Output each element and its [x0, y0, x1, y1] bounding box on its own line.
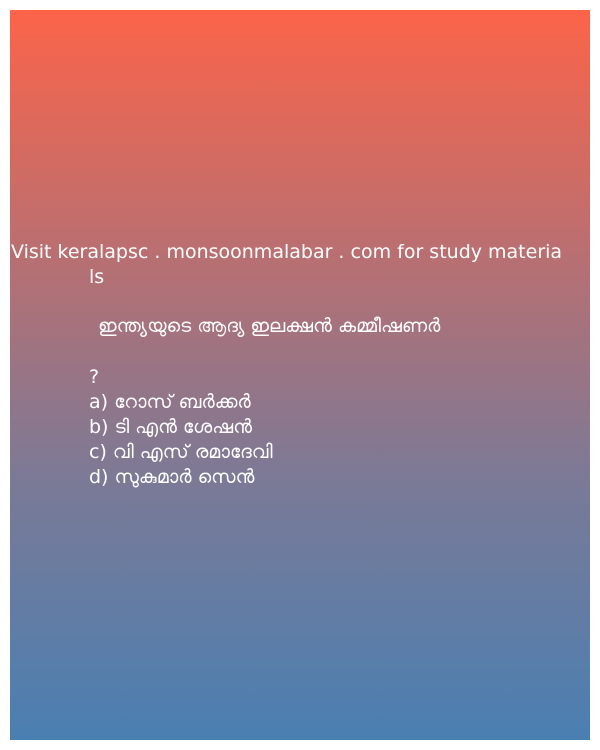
option-d: d) സുകുമാർ സെൻ	[89, 466, 255, 488]
promo-text-continuation: ls	[89, 266, 105, 288]
option-c: c) വി എസ് രമാദേവി	[89, 441, 273, 463]
option-a: a) റോസ് ബർക്കർ	[89, 391, 251, 413]
question-mark: ?	[89, 366, 100, 388]
option-b: b) ടി എൻ ശേഷൻ	[89, 416, 252, 438]
answer-options: a) റോസ് ബർക്കർ b) ടി എൻ ശേഷൻ c) വി എസ് ര…	[89, 390, 273, 490]
promo-text: Visit keralapsc . monsoonmalabar . com f…	[11, 241, 563, 263]
question-text: ഇന്ത്യയുടെ ആദ്യ ഇലക്ഷൻ കമ്മീഷണർ	[98, 315, 441, 337]
quiz-card: Visit keralapsc . monsoonmalabar . com f…	[10, 10, 590, 740]
